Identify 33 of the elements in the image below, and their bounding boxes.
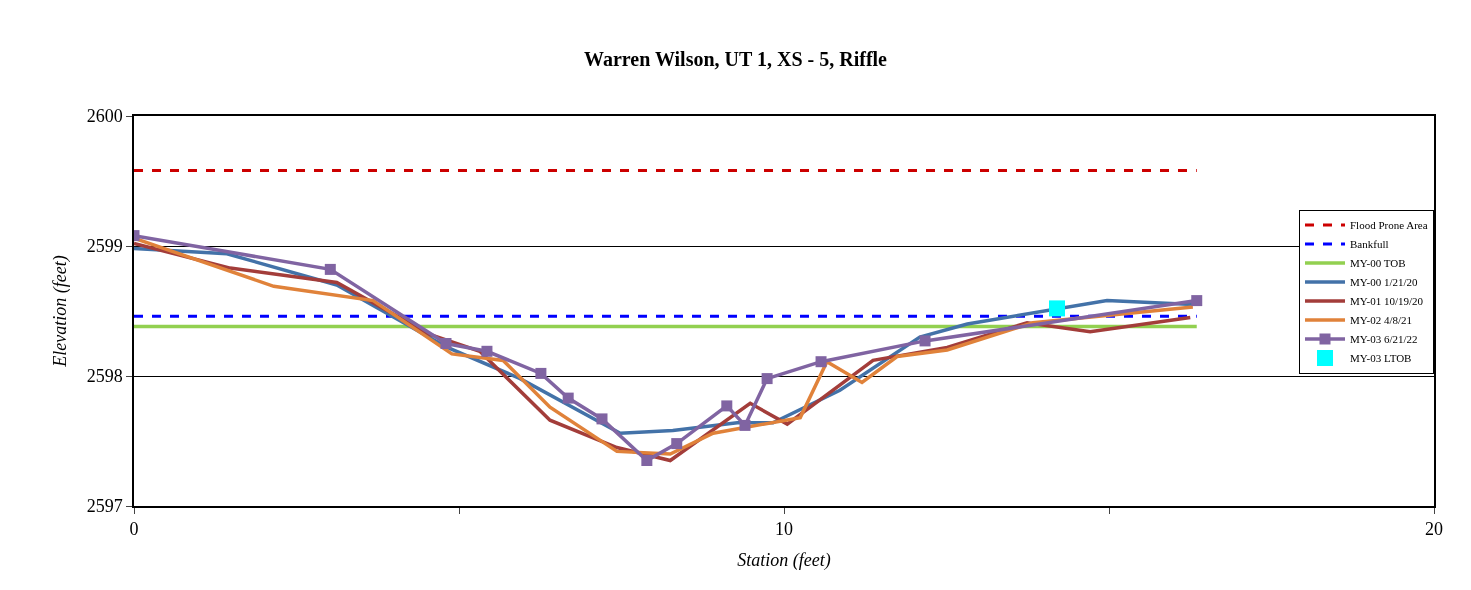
- point: [324, 263, 336, 275]
- legend-label: Bankfull: [1350, 238, 1389, 251]
- legend-label: MY-00 TOB: [1350, 257, 1406, 270]
- point: [596, 413, 608, 425]
- y-axis-title: Elevation (feet): [50, 255, 72, 368]
- legend-label: MY-01 10/19/20: [1350, 295, 1424, 308]
- point: [641, 455, 653, 466]
- point: [761, 373, 773, 385]
- point: [535, 367, 547, 379]
- legend-label: MY-02 4/8/21: [1350, 314, 1413, 327]
- chart-title: Warren Wilson, UT 1, XS - 5, Riffle: [584, 48, 888, 70]
- y-tick-label: 2600: [86, 106, 123, 127]
- point: [562, 392, 574, 404]
- point: [815, 356, 827, 368]
- point: [1191, 295, 1203, 307]
- point: [671, 438, 683, 450]
- x-tick-label: 0: [129, 519, 139, 540]
- point: [481, 345, 493, 357]
- x-tick-label: 20: [1425, 519, 1443, 540]
- legend-label: Flood Prone Area: [1350, 219, 1428, 232]
- legend-label: MY-03 6/21/22: [1350, 333, 1418, 346]
- point: [739, 419, 751, 431]
- legend-label: MY-03 LTOB: [1350, 352, 1412, 365]
- legend-label: MY-00 1/21/20: [1350, 276, 1419, 289]
- point: [440, 338, 452, 349]
- y-tick-label: 2599: [86, 236, 123, 257]
- x-tick-label: 10: [775, 519, 793, 540]
- point: [919, 335, 931, 347]
- y-tick-label: 2598: [86, 366, 123, 387]
- y-tick-label: 2597: [86, 496, 123, 517]
- x-axis-title: Station (feet): [737, 549, 831, 571]
- point: [1049, 300, 1065, 317]
- point: [721, 400, 733, 412]
